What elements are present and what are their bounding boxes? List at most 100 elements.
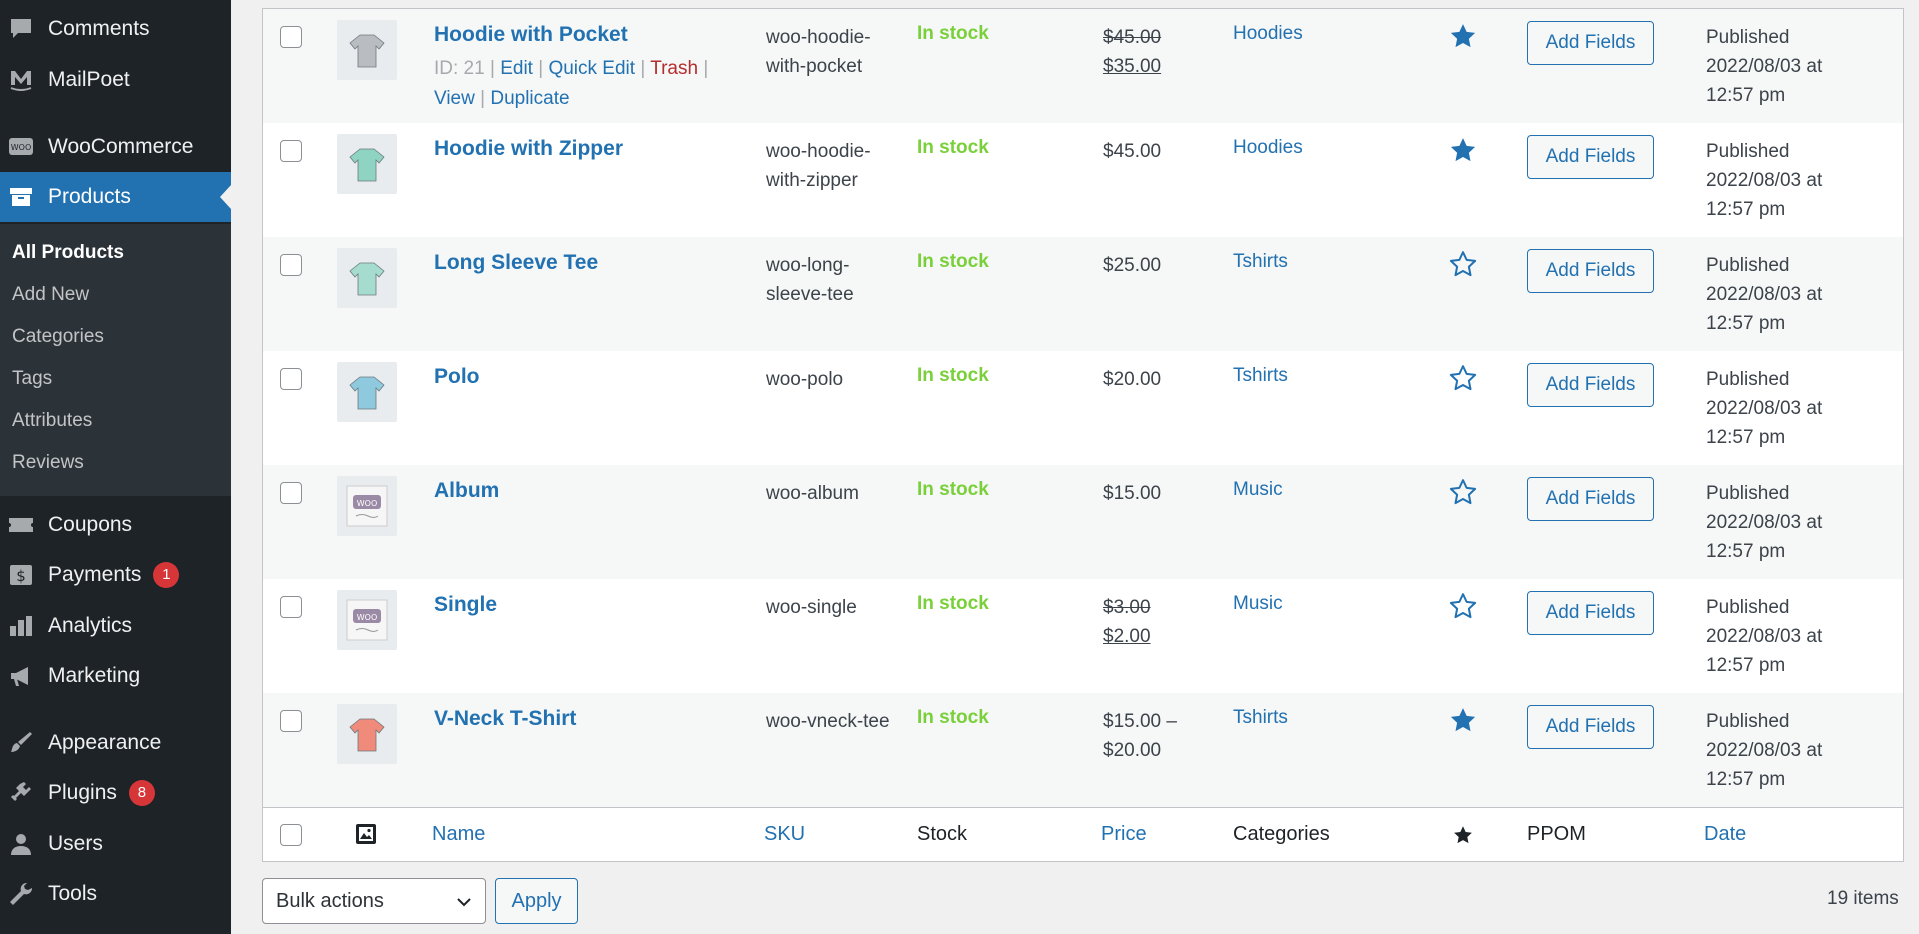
table-row: WOO Album woo-album In stock $15.00 Music Add … (263, 465, 1903, 579)
table-row: WOO Single woo-single In stock $3.00 $2.00 Mus… (263, 579, 1903, 693)
stock-status: In stock (917, 365, 989, 386)
featured-star-outline-icon[interactable] (1448, 591, 1478, 621)
bulk-actions-select[interactable]: Bulk actions (262, 878, 486, 924)
mailpoet-icon (8, 67, 34, 93)
product-name-link[interactable]: Album (434, 479, 500, 502)
product-name-link[interactable]: Polo (434, 365, 480, 388)
featured-star-outline-icon[interactable] (1448, 363, 1478, 393)
submenu-item-reviews[interactable]: Reviews (12, 452, 84, 473)
product-thumbnail[interactable] (337, 362, 397, 422)
category-link[interactable]: Hoodies (1233, 23, 1303, 44)
product-price: $20.00 (1103, 369, 1162, 390)
submenu-item-tags[interactable]: Tags (12, 368, 53, 389)
product-name-link[interactable]: Hoodie with Pocket (434, 23, 628, 46)
edit-link[interactable]: Edit (500, 58, 533, 79)
submenu-item-all-products[interactable]: All Products (12, 242, 124, 263)
sidebar-item-label: Comments (48, 17, 150, 40)
category-link[interactable]: Tshirts (1233, 365, 1288, 386)
column-sku[interactable]: SKU (764, 823, 806, 845)
row-checkbox[interactable] (280, 482, 302, 504)
add-fields-button[interactable]: Add Fields (1527, 477, 1654, 521)
product-thumbnail[interactable]: WOO (337, 476, 397, 536)
woocommerce-icon: WOO (8, 134, 34, 160)
sidebar-item-label: Coupons (48, 513, 133, 536)
featured-star-outline-icon[interactable] (1448, 477, 1478, 507)
row-checkbox[interactable] (280, 368, 302, 390)
table-footer-header: Name SKU Stock Price Categories PPOM Dat… (263, 807, 1903, 861)
column-date[interactable]: Date (1704, 823, 1747, 845)
add-fields-button[interactable]: Add Fields (1527, 135, 1654, 179)
sidebar-item-appearance[interactable]: Appearance (0, 718, 231, 768)
sidebar-item-products[interactable]: Products (0, 172, 231, 222)
product-sku: woo-album (766, 483, 859, 504)
category-link[interactable]: Music (1233, 593, 1283, 614)
trash-link[interactable]: Trash (650, 58, 699, 79)
sidebar-item-plugins[interactable]: Plugins 8 (0, 768, 231, 818)
sidebar-item-comments[interactable]: Comments (0, 4, 231, 54)
submenu-item-categories[interactable]: Categories (12, 326, 104, 347)
category-link[interactable]: Music (1233, 479, 1283, 500)
product-name-link[interactable]: Hoodie with Zipper (434, 137, 623, 160)
add-fields-button[interactable]: Add Fields (1527, 21, 1654, 65)
add-fields-button[interactable]: Add Fields (1527, 705, 1654, 749)
wrench-icon (8, 881, 34, 907)
update-count-badge: 1 (153, 562, 180, 588)
featured-star-outline-icon[interactable] (1448, 249, 1478, 279)
sidebar-item-woocommerce[interactable]: WOO WooCommerce (0, 122, 231, 172)
product-price: $45.00 (1103, 141, 1162, 162)
sidebar-item-label: Products (48, 185, 131, 208)
update-count-badge: 8 (128, 780, 155, 806)
sidebar-item-coupons[interactable]: Coupons (0, 500, 231, 550)
quick-edit-link[interactable]: Quick Edit (548, 58, 636, 79)
apply-button[interactable]: Apply (495, 878, 578, 924)
column-name[interactable]: Name (432, 823, 486, 845)
duplicate-link[interactable]: Duplicate (490, 88, 570, 109)
product-thumbnail[interactable] (337, 134, 397, 194)
row-checkbox[interactable] (280, 26, 302, 48)
product-id: ID: 21 (434, 58, 485, 79)
product-price: $45.00 $35.00 (1103, 23, 1213, 81)
sidebar-item-label: Tools (48, 882, 98, 905)
product-sku: woo-hoodie-with-pocket (766, 27, 871, 77)
select-all-checkbox[interactable] (280, 824, 302, 846)
product-price: $15.00 (1103, 483, 1162, 504)
publish-date: Published 2022/08/03 at 12:57 pm (1706, 27, 1823, 106)
product-thumbnail[interactable] (337, 20, 397, 80)
publish-date: Published 2022/08/03 at 12:57 pm (1706, 141, 1823, 220)
plug-icon (8, 780, 34, 806)
sidebar-item-label: Appearance (48, 731, 162, 754)
sidebar-item-users[interactable]: Users (0, 819, 231, 869)
product-name-link[interactable]: Single (434, 593, 498, 616)
featured-star-filled-icon[interactable] (1448, 21, 1478, 51)
sidebar-item-tools[interactable]: Tools (0, 869, 231, 919)
row-checkbox[interactable] (280, 140, 302, 162)
sidebar-item-payments[interactable]: $ Payments 1 (0, 550, 231, 600)
add-fields-button[interactable]: Add Fields (1527, 249, 1654, 293)
sidebar-item-marketing[interactable]: Marketing (0, 651, 231, 701)
product-name-link[interactable]: Long Sleeve Tee (434, 251, 599, 274)
submenu-item-attributes[interactable]: Attributes (12, 410, 93, 431)
row-checkbox[interactable] (280, 710, 302, 732)
product-thumbnail[interactable] (337, 704, 397, 764)
sidebar-item-label: Plugins (48, 781, 117, 804)
product-thumbnail[interactable]: WOO (337, 590, 397, 650)
category-link[interactable]: Tshirts (1233, 707, 1288, 728)
featured-star-filled-icon[interactable] (1448, 135, 1478, 165)
product-name-link[interactable]: V-Neck T-Shirt (434, 707, 577, 730)
add-fields-button[interactable]: Add Fields (1527, 591, 1654, 635)
category-link[interactable]: Tshirts (1233, 251, 1288, 272)
featured-column-star-icon[interactable] (1452, 824, 1474, 851)
row-checkbox[interactable] (280, 596, 302, 618)
featured-star-filled-icon[interactable] (1448, 705, 1478, 735)
product-thumbnail[interactable] (337, 248, 397, 308)
view-link[interactable]: View (434, 88, 475, 109)
paintbrush-icon (8, 730, 34, 756)
sidebar-item-analytics[interactable]: Analytics (0, 601, 231, 651)
submenu-item-add-new[interactable]: Add New (12, 284, 90, 305)
category-link[interactable]: Hoodies (1233, 137, 1303, 158)
sidebar-item-mailpoet[interactable]: MailPoet (0, 55, 231, 105)
column-stock: Stock (917, 823, 968, 845)
add-fields-button[interactable]: Add Fields (1527, 363, 1654, 407)
row-checkbox[interactable] (280, 254, 302, 276)
column-price[interactable]: Price (1101, 823, 1147, 845)
